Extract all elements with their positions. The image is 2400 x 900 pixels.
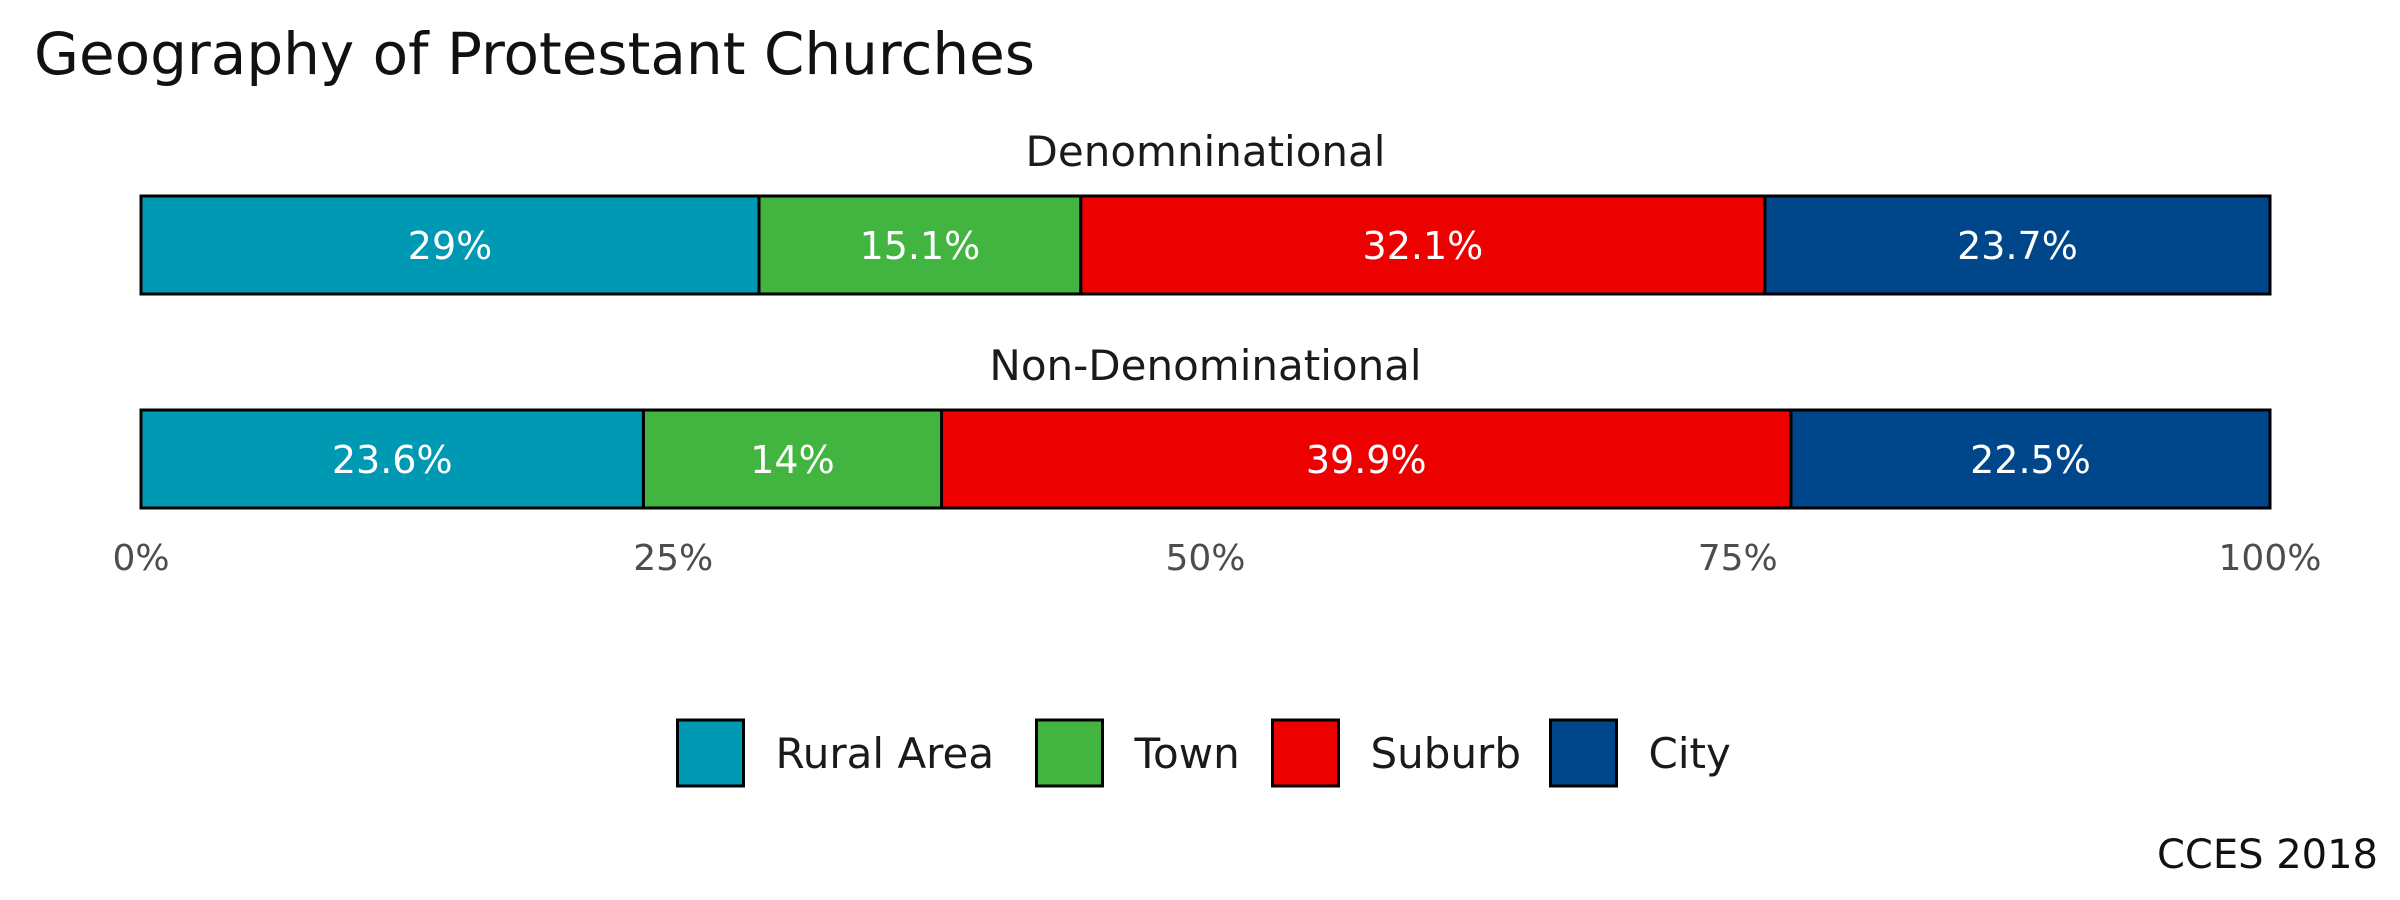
x-tick-label: 0% — [112, 538, 169, 579]
legend-item: Town — [1035, 718, 1240, 788]
data-label: 29% — [408, 224, 492, 268]
bar-segment — [940, 408, 1793, 510]
legend-key — [1035, 718, 1104, 788]
legend-key — [676, 718, 745, 788]
x-tick-label: 50% — [1165, 538, 1245, 579]
legend-key — [1549, 718, 1618, 788]
data-label: 32.1% — [1363, 224, 1484, 268]
bar-segment — [1079, 194, 1767, 296]
x-tick-label: 75% — [1698, 538, 1778, 579]
chart-title: Geography of Protestant Churches — [34, 20, 1035, 88]
data-label: 39.9% — [1306, 438, 1427, 482]
data-label: 22.5% — [1970, 438, 2091, 482]
legend-item: Rural Area — [676, 718, 995, 788]
legend-label: Town — [1134, 729, 1240, 778]
x-axis: 0% 25% 50% 75% 100% — [112, 538, 2321, 579]
facet-0: Denomninational 29% 15.1% 32.1% 23.7% — [139, 127, 2272, 296]
bar-segment — [1789, 408, 2272, 510]
data-label: 15.1% — [860, 224, 981, 268]
chart-caption: CCES 2018 — [2157, 832, 2378, 878]
legend-item: City — [1549, 718, 1731, 788]
data-label: 23.6% — [332, 438, 453, 482]
data-label: 23.7% — [1957, 224, 2078, 268]
facet-label: Denomninational — [1026, 127, 1386, 176]
bar-segment — [139, 408, 645, 510]
bar-segment — [139, 194, 761, 296]
facets: Denomninational 29% 15.1% 32.1% 23.7% Non-Den… — [139, 127, 2272, 510]
bar-segment — [1763, 194, 2272, 296]
legend-label: Rural Area — [776, 729, 995, 778]
legend-label: City — [1649, 729, 1731, 778]
legend: Rural Area Town Suburb City — [676, 718, 1731, 788]
x-tick-label: 25% — [633, 538, 713, 579]
facet-1: Non-Denominational 23.6% 14% 39.9% 22.5% — [139, 341, 2272, 510]
legend-label: Suburb — [1371, 729, 1522, 778]
bar-segment — [641, 408, 944, 510]
bar-segment — [757, 194, 1083, 296]
data-label: 14% — [750, 438, 834, 482]
x-tick-label: 100% — [2219, 538, 2322, 579]
legend-key — [1271, 718, 1340, 788]
facet-label: Non-Denominational — [989, 341, 1421, 390]
legend-item: Suburb — [1271, 718, 1522, 788]
